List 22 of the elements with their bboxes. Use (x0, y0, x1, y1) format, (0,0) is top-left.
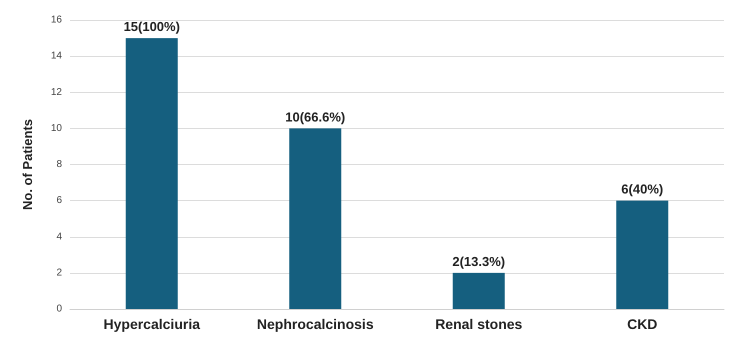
x-tick-label: Hypercalciuria (104, 316, 200, 332)
y-tick-label: 4 (56, 231, 62, 242)
data-label: 10(66.6%) (285, 109, 346, 124)
y-tick-label: 8 (56, 159, 62, 170)
bar (616, 200, 668, 309)
y-tick-label: 12 (50, 86, 62, 98)
x-tick-label: Nephrocalcinosis (256, 316, 374, 332)
y-axis-title: No. of Patients (20, 118, 35, 210)
data-label: 2(13.3%) (452, 254, 506, 269)
bar (126, 38, 178, 309)
y-tick-label: 10 (50, 122, 62, 134)
bar (452, 272, 505, 309)
bar (289, 128, 342, 309)
y-tick-label: 6 (56, 195, 62, 206)
data-label: 6(40%) (621, 182, 664, 197)
y-tick-label: 14 (50, 50, 62, 62)
y-tick-label: 0 (56, 304, 62, 314)
y-tick-label: 16 (50, 14, 62, 26)
x-tick-label: Renal stones (435, 316, 523, 332)
data-label: 15(100%) (124, 19, 180, 34)
y-tick-label: 2 (56, 267, 62, 278)
x-tick-label: CKD (627, 316, 658, 332)
